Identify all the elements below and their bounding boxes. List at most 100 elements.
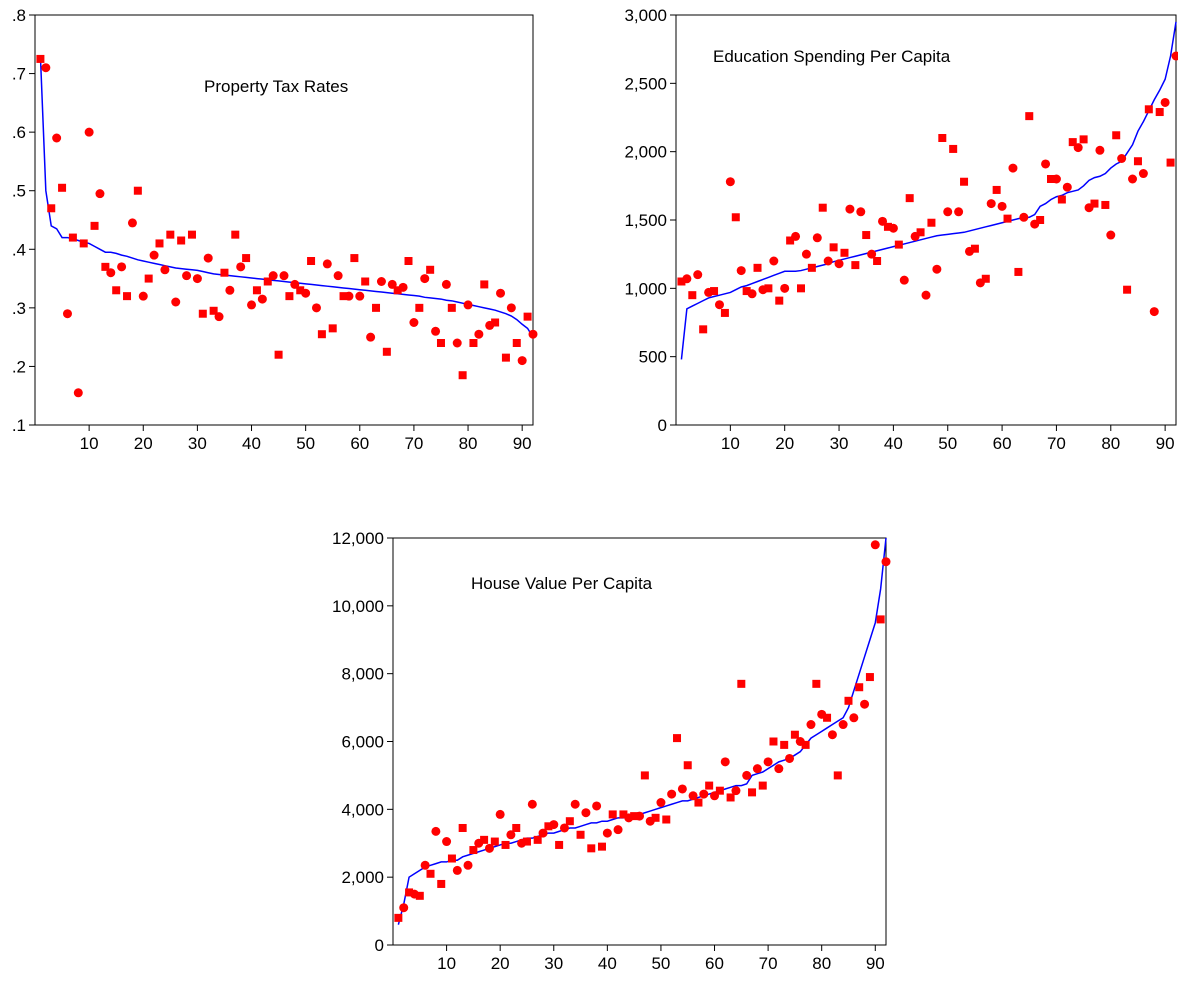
data-point: [355, 291, 365, 301]
data-point: [469, 339, 478, 347]
data-point: [949, 144, 958, 153]
data-point: [522, 837, 531, 846]
data-point: [833, 771, 842, 780]
data-point: [807, 263, 816, 272]
data-point: [932, 264, 942, 274]
data-point: [447, 854, 456, 863]
x-tick-label: 10: [721, 434, 740, 453]
chart-house-value: 0 2,000 4,000 6,000 8,000 10,000 12,000 10 20 30 4…: [332, 529, 891, 973]
data-point: [748, 788, 757, 797]
data-point: [849, 713, 859, 723]
data-point: [823, 713, 832, 722]
data-point: [827, 730, 837, 740]
data-point: [463, 300, 473, 310]
data-point: [818, 203, 827, 212]
data-point: [840, 248, 849, 257]
data-point: [491, 318, 500, 327]
data-point: [79, 239, 88, 248]
data-point: [458, 823, 467, 832]
data-point: [927, 218, 936, 227]
data-point: [101, 262, 110, 271]
y-tick-label: 0: [658, 416, 667, 435]
data-point: [555, 840, 564, 849]
x-tick-label: 70: [404, 434, 423, 453]
y-tick-label: .2: [12, 357, 26, 376]
data-point: [801, 249, 811, 259]
data-point: [322, 259, 332, 269]
data-point: [474, 329, 484, 339]
chart-title: House Value Per Capita: [471, 574, 653, 593]
data-point: [496, 288, 506, 298]
data-point: [742, 287, 751, 296]
data-point: [247, 300, 257, 310]
data-point: [393, 286, 402, 295]
data-point: [106, 268, 116, 278]
data-point: [710, 287, 719, 296]
data-point: [677, 277, 686, 286]
data-point: [1133, 157, 1142, 166]
data-point: [688, 791, 698, 801]
data-point: [144, 274, 153, 283]
data-point: [1025, 112, 1034, 121]
data-point: [921, 290, 931, 300]
y-tick-label: 2,000: [624, 143, 667, 162]
data-point: [1144, 105, 1153, 114]
data-point: [986, 199, 996, 209]
x-tick-label: 70: [759, 954, 778, 973]
data-point: [1041, 159, 1051, 169]
data-point: [339, 292, 348, 301]
data-point: [597, 842, 606, 851]
data-point: [876, 615, 885, 624]
data-point: [1095, 145, 1105, 155]
data-point: [36, 54, 45, 63]
data-point: [399, 903, 409, 913]
data-point: [41, 63, 51, 73]
data-point: [1112, 131, 1121, 140]
data-point: [656, 798, 666, 808]
data-point: [780, 283, 790, 293]
data-point: [905, 194, 914, 203]
data-point: [693, 270, 703, 280]
fitted-line: [680, 21, 1177, 360]
data-point: [613, 825, 623, 835]
data-point: [845, 204, 855, 214]
data-point: [992, 185, 1001, 194]
data-point: [790, 730, 799, 739]
data-point: [1047, 175, 1055, 183]
data-point: [426, 869, 435, 878]
y-tick-label: 3,000: [624, 6, 667, 25]
data-point: [469, 846, 478, 855]
data-point: [268, 271, 278, 281]
data-point: [742, 770, 752, 780]
data-point: [1003, 214, 1012, 223]
data-point: [452, 338, 462, 348]
data-point: [1171, 51, 1178, 61]
data-point: [753, 263, 762, 272]
data-point: [856, 207, 866, 217]
data-point: [415, 303, 424, 312]
data-point: [570, 799, 580, 809]
data-point: [420, 274, 430, 284]
y-tick-label: 4,000: [341, 800, 384, 819]
x-tick-label: 20: [134, 434, 153, 453]
data-point: [198, 309, 207, 318]
data-point: [865, 673, 874, 682]
data-point: [1166, 158, 1175, 167]
data-point: [538, 828, 548, 838]
data-point: [62, 309, 72, 319]
data-point: [182, 271, 192, 281]
data-point: [372, 303, 381, 312]
y-tick-label: 0: [375, 936, 384, 955]
data-point: [870, 540, 880, 550]
data-point: [860, 699, 870, 709]
data-point: [769, 737, 778, 746]
y-tick-label: .1: [12, 416, 26, 435]
x-tick-label: 40: [598, 954, 617, 973]
x-tick-label: 20: [491, 954, 510, 973]
data-point: [490, 837, 499, 846]
data-point: [780, 740, 789, 749]
data-point: [801, 740, 810, 749]
data-point: [714, 300, 724, 310]
data-point: [484, 843, 494, 853]
data-point: [673, 734, 682, 743]
